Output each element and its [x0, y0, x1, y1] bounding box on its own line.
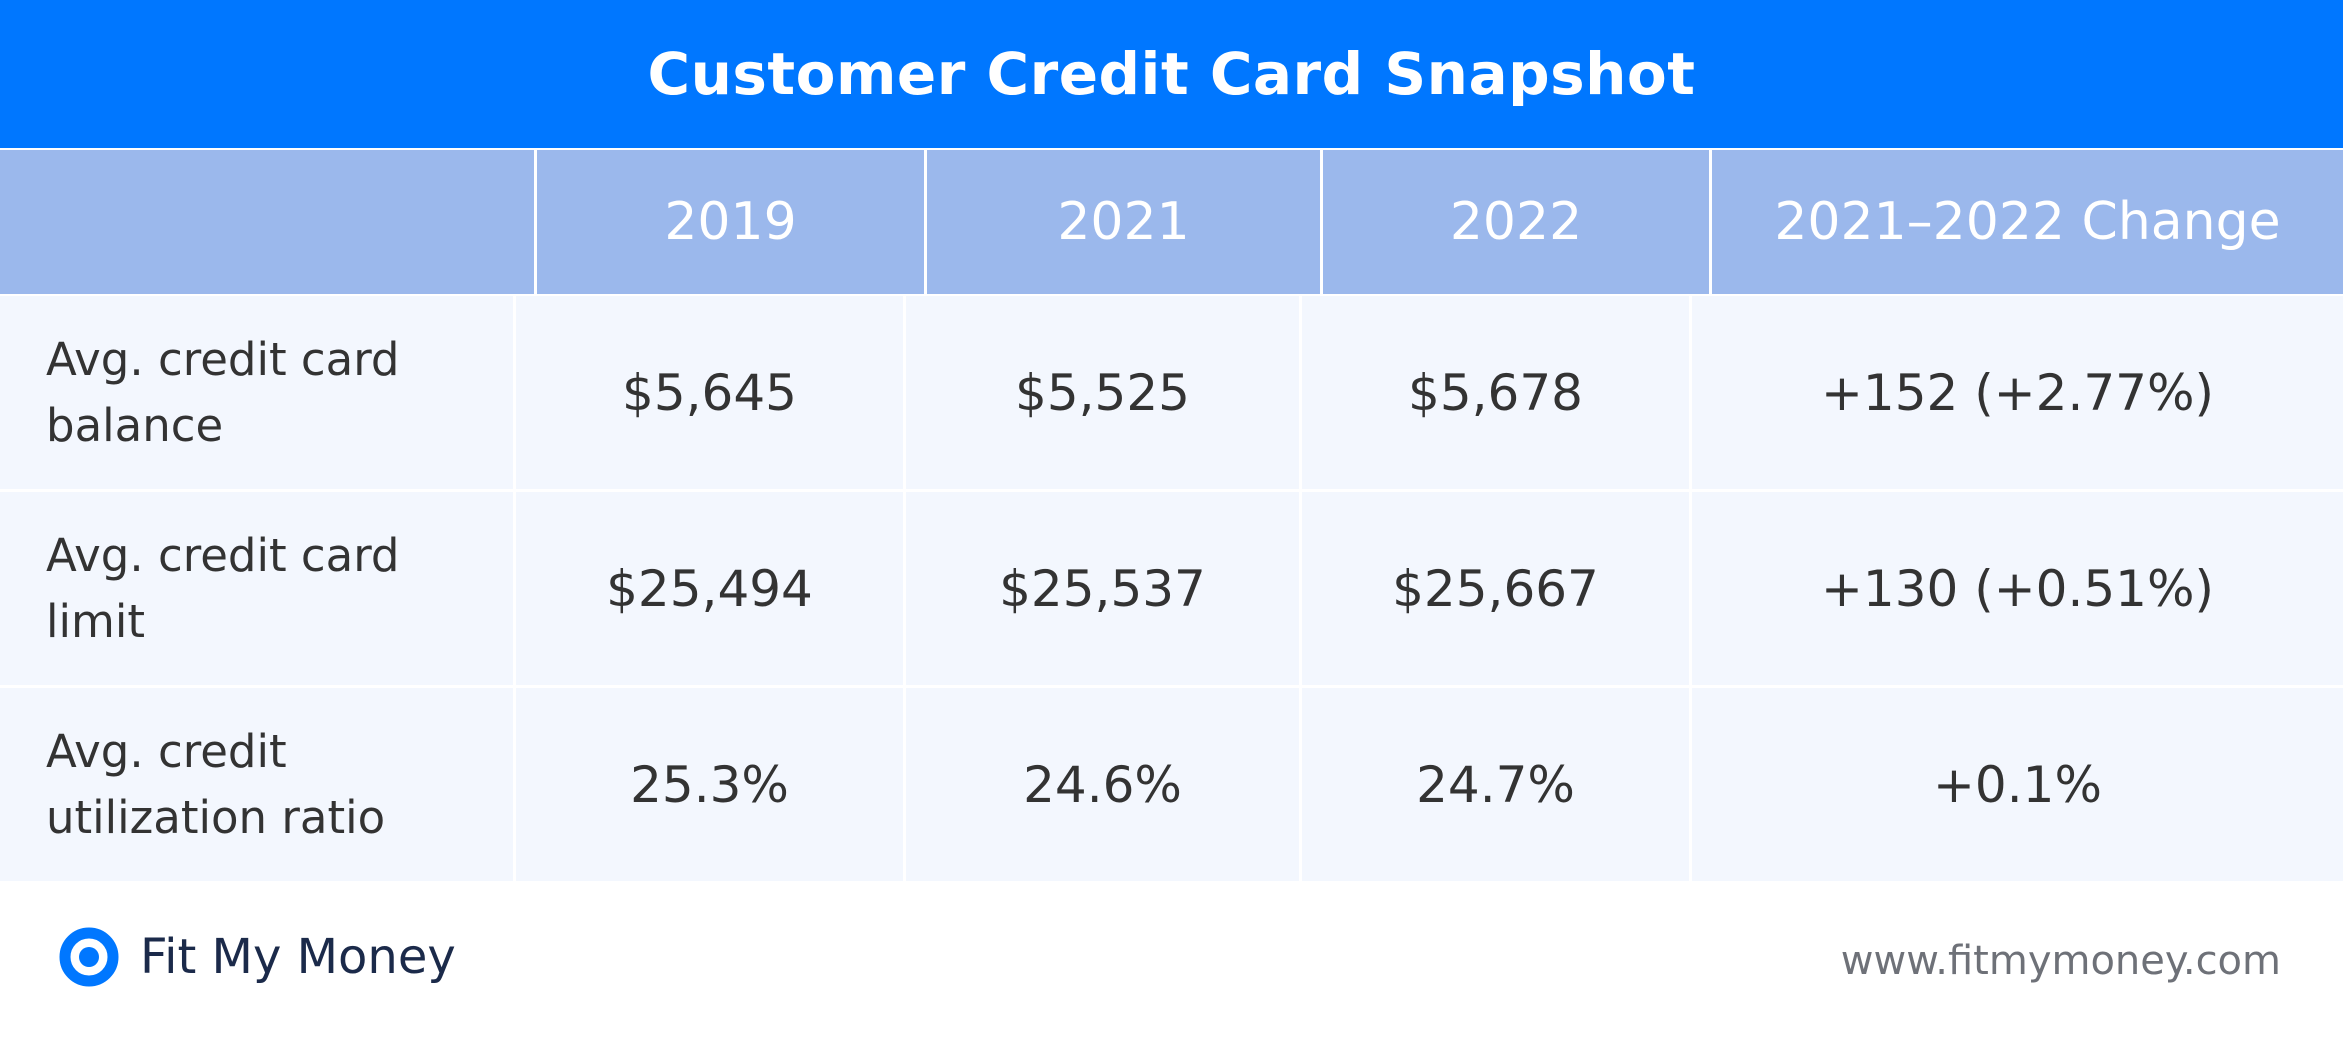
ring-logo-icon — [59, 927, 119, 987]
header-cell-2022: 2022 — [1323, 150, 1709, 294]
row-label: Avg. credit card balance — [0, 296, 513, 489]
cell-2022: 24.7% — [1302, 688, 1689, 881]
cell-2021: $5,525 — [906, 296, 1299, 489]
header-cell-empty — [0, 150, 534, 294]
cell-2022: $25,667 — [1302, 492, 1689, 685]
cell-2019: 25.3% — [516, 688, 903, 881]
brand-name: Fit My Money — [140, 929, 456, 985]
header-cell-change: 2021–2022 Change — [1712, 150, 2343, 294]
cell-2021: $25,537 — [906, 492, 1299, 685]
table-row: Avg. credit card limit $25,494 $25,537 $… — [0, 492, 2343, 685]
cell-2019: $5,645 — [516, 296, 903, 489]
row-label: Avg. credit utilization ratio — [0, 688, 513, 881]
header-cell-2019: 2019 — [537, 150, 924, 294]
footer: Fit My Money www.fitmymoney.com — [0, 880, 2343, 1041]
table-row: Avg. credit utilization ratio 25.3% 24.6… — [0, 688, 2343, 881]
row-label: Avg. credit card limit — [0, 492, 513, 685]
title-bar: Customer Credit Card Snapshot — [0, 0, 2343, 148]
header-row: 2019 2021 2022 2021–2022 Change — [0, 150, 2343, 294]
brand-logo[interactable]: Fit My Money — [58, 926, 456, 988]
cell-change: +0.1% — [1692, 688, 2343, 881]
table-title: Customer Credit Card Snapshot — [647, 40, 1696, 108]
cell-change: +130 (+0.51%) — [1692, 492, 2343, 685]
cell-2021: 24.6% — [906, 688, 1299, 881]
site-url[interactable]: www.fitmymoney.com — [1840, 938, 2281, 984]
cell-change: +152 (+2.77%) — [1692, 296, 2343, 489]
table-row: Avg. credit card balance $5,645 $5,525 $… — [0, 296, 2343, 489]
cell-2022: $5,678 — [1302, 296, 1689, 489]
header-cell-2021: 2021 — [927, 150, 1320, 294]
cell-2019: $25,494 — [516, 492, 903, 685]
